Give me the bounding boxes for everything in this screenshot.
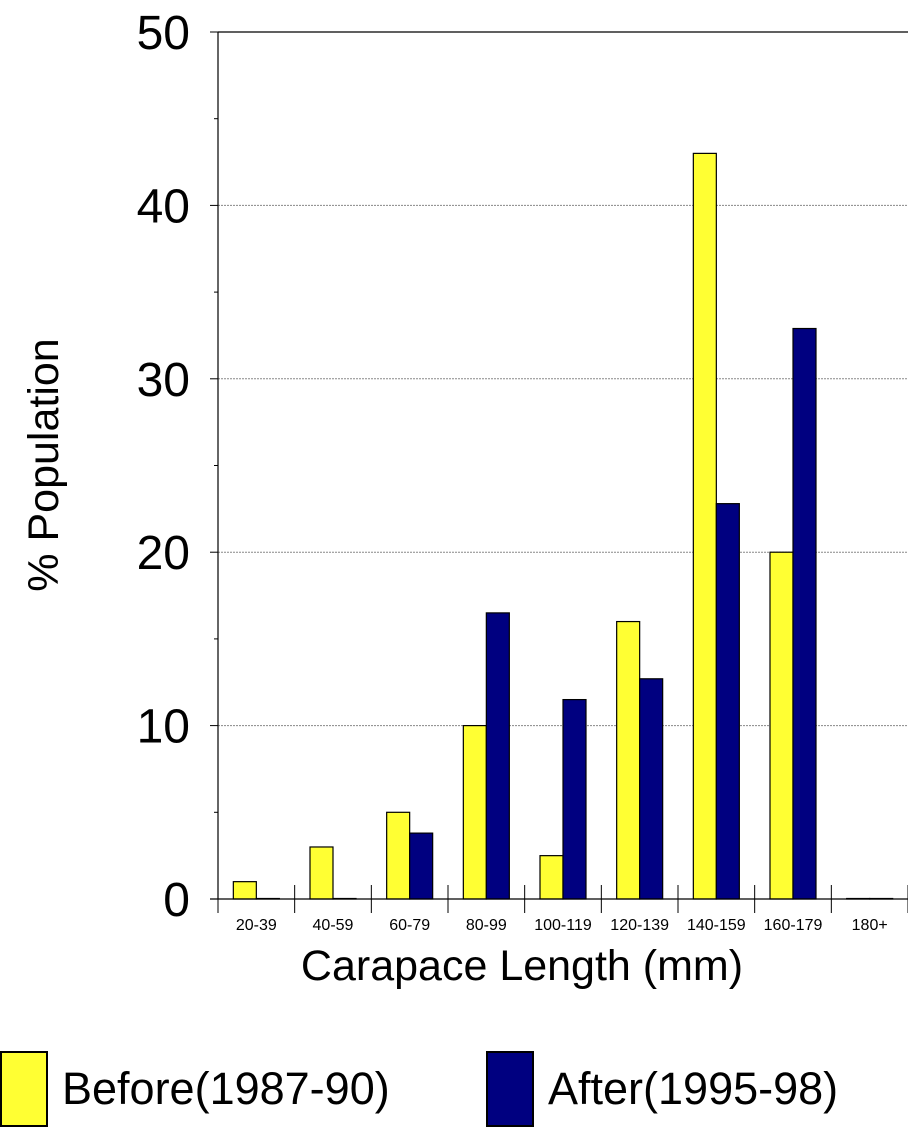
legend-swatch-after [486,1051,534,1127]
x-tick-label: 20-39 [236,917,277,934]
bar-before-20-39 [232,881,257,900]
legend-swatch-before [0,1051,48,1127]
x-tick-label: 60-79 [389,917,430,934]
y-tick-labels: 0 10 20 30 40 50 [137,7,190,927]
bar-after-120-139 [639,678,664,900]
bar-before-120-139 [616,620,641,900]
legend-item-after: After(1995-98) [486,1050,838,1128]
bar-before-60-79 [386,811,411,900]
x-tick-label: 40-59 [313,917,354,934]
bar-after-80-99 [485,612,510,900]
y-axis-label: % Population [20,338,68,591]
legend-label-before: Before(1987-90) [62,1063,390,1114]
bar-after-160-179 [792,327,817,900]
x-tick-label: 120-139 [610,917,669,934]
bar-before-100-119 [539,855,564,900]
bar-before-80-99 [462,724,487,900]
y-tick-label: 30 [137,354,190,407]
x-tick-label: 160-179 [764,917,823,934]
x-tick-labels: 20-39 40-59 60-79 80-99 100-119 120-139 140-15… [236,917,888,934]
legend-item-before: Before(1987-90) [0,1050,390,1128]
bar-before-140-159 [692,152,717,900]
legend-label-after: After(1995-98) [548,1063,839,1114]
bar-after-140-159 [715,503,740,900]
bar-after-60-79 [409,832,434,900]
x-tick-label: 80-99 [466,917,507,934]
x-tick-label: 140-159 [687,917,746,934]
bar-before-40-59 [309,846,334,900]
x-axis-label: Carapace Length (mm) [301,942,743,990]
y-tick-label: 50 [137,7,190,60]
y-tick-label: 40 [137,180,190,233]
bars [232,152,894,900]
axes [210,31,908,913]
y-tick-label: 20 [137,527,190,580]
y-tick-label: 10 [137,701,190,754]
bar-chart: 0 10 20 30 40 50 20-39 40-59 60-79 80-99 100-119 1… [20,7,908,990]
bar-after-100-119 [562,698,587,900]
x-tick-label: 100-119 [534,917,592,934]
x-tick-label: 180+ [852,917,888,934]
bar-before-160-179 [769,551,794,900]
y-tick-label: 0 [163,874,190,927]
